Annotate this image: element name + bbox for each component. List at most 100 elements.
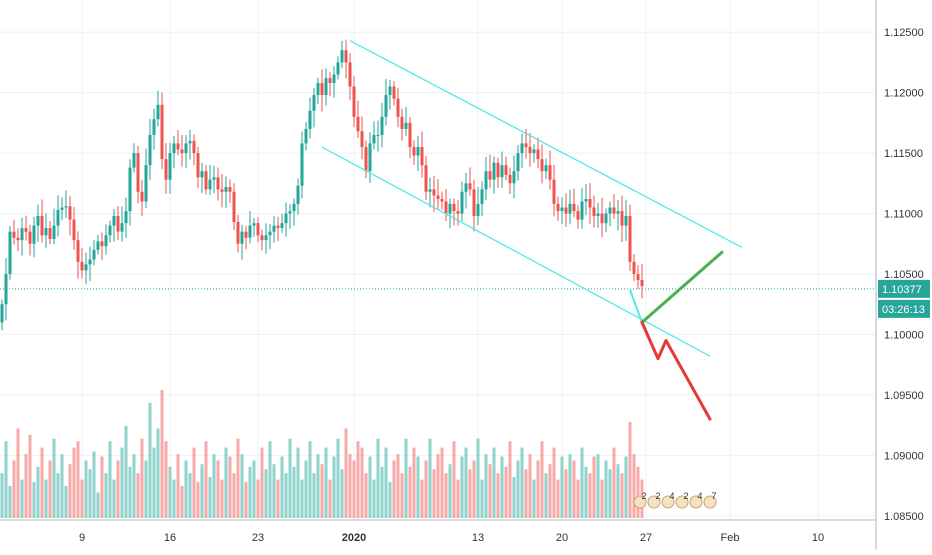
volume-bar xyxy=(444,473,448,518)
volume-bar xyxy=(200,464,204,518)
y-tick-label: 1.10500 xyxy=(884,269,924,281)
volume-bar xyxy=(124,425,128,518)
volume-bar xyxy=(68,464,72,518)
volume-bar xyxy=(448,464,452,518)
candle-body xyxy=(324,78,328,96)
volume-bar xyxy=(620,473,624,518)
candle-body xyxy=(348,62,352,87)
candle-body xyxy=(588,199,592,208)
candle-body xyxy=(296,185,300,204)
candle-body xyxy=(636,274,640,281)
current-price-badge xyxy=(878,279,930,298)
volume-bar xyxy=(0,473,4,518)
candle-body xyxy=(216,177,220,190)
volume-bar xyxy=(632,454,636,518)
projection-down-line[interactable] xyxy=(640,320,712,421)
volume-bar xyxy=(20,479,24,518)
current-price-value: 1.10377 xyxy=(882,284,922,296)
volume-bar xyxy=(412,447,416,518)
volume-bar xyxy=(476,438,480,518)
candle-body xyxy=(192,141,196,154)
candle-body xyxy=(504,165,508,175)
candle-body xyxy=(80,261,84,271)
volume-bar xyxy=(80,479,84,518)
candle-body xyxy=(532,149,536,154)
candle-body xyxy=(248,225,252,238)
candle-body xyxy=(496,162,500,178)
candle-body xyxy=(260,235,264,241)
y-tick-label: 1.11000 xyxy=(884,209,923,221)
candle-body xyxy=(48,228,52,239)
candle-body xyxy=(120,223,124,232)
candle-body xyxy=(548,165,552,180)
projection-connector[interactable] xyxy=(629,289,643,323)
volume-bar xyxy=(608,469,612,518)
candle-body xyxy=(244,231,248,238)
candle-body xyxy=(124,211,128,224)
candle-body xyxy=(24,228,28,232)
volume-bar xyxy=(116,460,120,518)
volume-bar xyxy=(144,460,148,518)
volume-bar xyxy=(540,441,544,518)
volume-bar xyxy=(16,428,20,518)
x-tick-label: 16 xyxy=(164,532,176,544)
volume-bar xyxy=(224,447,228,518)
channel-upper-line[interactable] xyxy=(349,40,743,248)
candle-body xyxy=(392,86,396,99)
volume-bar xyxy=(616,464,620,518)
event-flag-icon[interactable] xyxy=(675,495,689,509)
volume-bar xyxy=(276,479,280,518)
candle-body xyxy=(8,231,12,274)
candle-body xyxy=(168,153,172,180)
event-flag-icon[interactable] xyxy=(647,495,661,509)
candle-body xyxy=(372,134,376,144)
candle-body xyxy=(128,167,132,212)
volume-bar xyxy=(360,447,364,518)
candle-body xyxy=(624,215,628,226)
event-count-label: 2 xyxy=(655,491,660,501)
candle-body xyxy=(312,95,316,111)
volume-bar xyxy=(472,460,476,518)
candle-body xyxy=(200,171,204,178)
candle-body xyxy=(300,143,304,186)
volume-bar xyxy=(456,479,460,518)
volume-bar xyxy=(628,422,632,518)
volume-bar xyxy=(332,456,336,518)
candle-body xyxy=(632,261,636,274)
candle-body xyxy=(436,195,440,200)
event-flag-icon[interactable] xyxy=(661,495,675,509)
candle-body xyxy=(172,143,176,154)
volume-bar xyxy=(356,441,360,518)
y-tick-label: 1.09500 xyxy=(884,390,924,402)
candle-body xyxy=(540,159,544,172)
candle-body xyxy=(512,171,516,184)
candle-body xyxy=(388,86,392,96)
volume-bar xyxy=(544,473,548,518)
volume-bar xyxy=(48,460,52,518)
candle-body xyxy=(184,143,188,154)
volume-bar xyxy=(100,456,104,518)
volume-bar xyxy=(212,454,216,518)
volume-bar xyxy=(500,456,504,518)
candle-body xyxy=(36,215,40,226)
candle-body xyxy=(136,153,140,192)
candle-body xyxy=(160,104,164,160)
volume-bar xyxy=(76,441,80,518)
candle-body xyxy=(420,147,424,166)
volume-bar xyxy=(132,454,136,518)
candle-body xyxy=(280,223,284,229)
event-flag-icon[interactable] xyxy=(689,495,703,509)
candle-body xyxy=(40,215,44,236)
event-flag-icon[interactable] xyxy=(633,495,647,509)
candle-body xyxy=(476,203,480,216)
candle-body xyxy=(592,207,596,216)
projection-up-line[interactable] xyxy=(640,250,724,324)
volume-bar xyxy=(596,454,600,518)
volume-bar xyxy=(524,469,528,518)
candle-body xyxy=(188,141,192,144)
event-flag-icon[interactable] xyxy=(703,495,717,509)
volume-bar xyxy=(624,456,628,518)
candle-body xyxy=(620,211,624,226)
